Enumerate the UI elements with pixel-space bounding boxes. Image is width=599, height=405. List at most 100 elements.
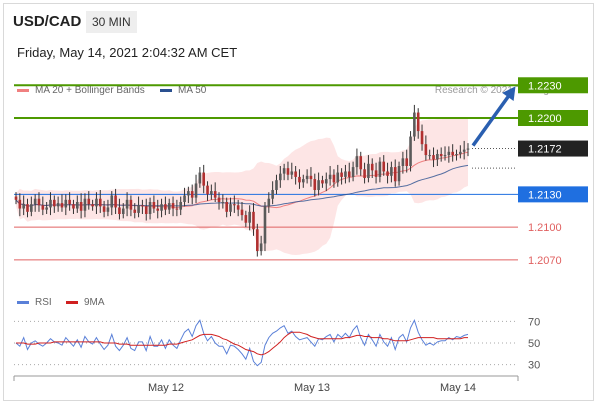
- candle-body: [160, 204, 163, 211]
- candle-body: [275, 180, 278, 190]
- candle-body: [451, 151, 454, 156]
- candle-body: [64, 199, 68, 208]
- candle-body: [420, 131, 424, 145]
- rsi-tick-70: 70: [528, 316, 540, 328]
- candle-body: [72, 204, 75, 209]
- ma9-swatch: [66, 300, 78, 304]
- candle-body: [233, 204, 236, 206]
- candle-body: [236, 205, 240, 210]
- rsi-tick-30: 30: [528, 360, 540, 372]
- candle-body: [87, 198, 91, 205]
- candle-body: [374, 170, 378, 177]
- candle-body: [175, 208, 179, 210]
- candle-body: [114, 195, 117, 208]
- candle-body: [282, 168, 286, 174]
- candle-body: [79, 202, 83, 211]
- ma9-line: [16, 331, 468, 356]
- level-tag-1.2230: [518, 77, 588, 94]
- candle-body: [439, 154, 443, 157]
- candle-body: [156, 208, 160, 211]
- candle-body: [98, 198, 102, 207]
- candle-body: [413, 112, 416, 137]
- candle-body: [386, 171, 389, 176]
- level-label-1.2130: 1.2130: [528, 189, 562, 201]
- candle-body: [248, 211, 251, 223]
- candle-body: [141, 205, 144, 207]
- candle-body: [187, 191, 190, 196]
- legend-ma50-label: MA 50: [178, 85, 207, 96]
- candle-body: [179, 202, 183, 210]
- level-tag-1.2200: [518, 110, 588, 126]
- candle-body: [436, 154, 439, 160]
- candle-body: [91, 204, 94, 207]
- candle-body: [344, 171, 347, 177]
- candle-body: [37, 198, 41, 206]
- candle-body: [164, 204, 167, 210]
- rsi-swatch: [17, 300, 29, 304]
- ma20-swatch: [17, 88, 29, 92]
- candle-body: [190, 191, 194, 198]
- candle-body: [53, 199, 56, 207]
- candle-body: [256, 229, 259, 252]
- x-tick-label: May 12: [148, 382, 184, 394]
- level-label-1.2200: 1.2200: [528, 113, 562, 125]
- candle-body: [33, 198, 37, 205]
- candle-body: [424, 144, 428, 156]
- candle-body: [137, 205, 140, 213]
- candle-body: [336, 172, 340, 183]
- forecast-arrow-shaft: [471, 90, 514, 147]
- timeframe-badge[interactable]: 30 MIN: [86, 11, 137, 33]
- candle-body: [144, 206, 148, 214]
- candle-body: [466, 148, 470, 150]
- candle-body: [397, 166, 401, 182]
- candle-body: [206, 185, 209, 195]
- rsi-tick-50: 50: [528, 338, 540, 350]
- candle-body: [26, 204, 29, 212]
- candle-body: [49, 199, 52, 208]
- candle-body: [121, 208, 125, 214]
- candle-body: [401, 158, 405, 166]
- candle-body: [363, 169, 366, 178]
- candle-body: [359, 156, 363, 170]
- candle-body: [252, 211, 255, 230]
- bollinger-band: [16, 118, 468, 255]
- candle-body: [133, 209, 137, 213]
- candle-body: [95, 198, 98, 207]
- forecast-arrow-head: [502, 86, 516, 102]
- candle-body: [367, 163, 370, 178]
- legend-rsi-label: RSI: [35, 297, 52, 308]
- legend-ma20: MA 20 + Bollinger Bands: [17, 85, 145, 96]
- candle-body: [56, 203, 60, 207]
- candle-body: [183, 195, 186, 202]
- candle-body: [229, 204, 232, 212]
- legend-ma50: MA 50: [160, 85, 206, 96]
- legend-rsi: RSI: [17, 297, 52, 308]
- candle-body: [405, 158, 409, 166]
- candle-body: [428, 155, 431, 157]
- candle-body: [416, 112, 420, 132]
- candle-body: [340, 172, 343, 177]
- candle-body: [194, 183, 198, 198]
- rsi-line: [15, 318, 469, 367]
- candle-body: [447, 151, 451, 156]
- candle-body: [106, 207, 110, 212]
- candle-body: [332, 174, 336, 183]
- candle-body: [213, 191, 217, 198]
- candle-body: [294, 171, 297, 177]
- chart-frame: [3, 3, 594, 401]
- candle-body: [279, 173, 282, 181]
- candle-body: [18, 199, 22, 209]
- candle-body: [459, 151, 462, 154]
- candle-body: [324, 179, 328, 184]
- currency-pair: USD/CAD: [13, 13, 82, 30]
- candle-body: [267, 198, 271, 207]
- candle-body: [14, 196, 18, 200]
- candle-body: [171, 203, 175, 209]
- candle-body: [110, 195, 114, 208]
- ma50-swatch: [160, 88, 172, 92]
- timestamp: Friday, May 14, 2021 2:04:32 AM CET: [17, 45, 238, 60]
- candle-body: [263, 206, 267, 244]
- candle-body: [301, 179, 305, 183]
- candle-body: [148, 202, 152, 214]
